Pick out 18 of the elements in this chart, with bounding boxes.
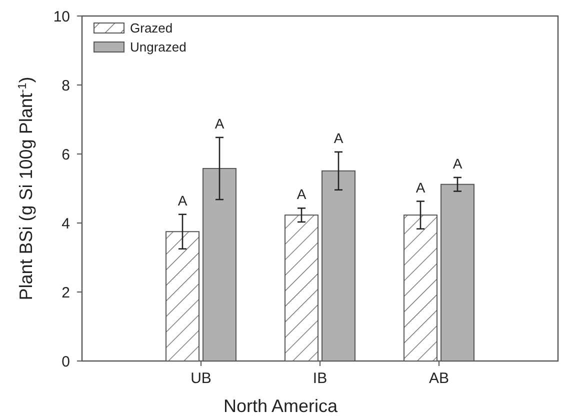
legend-label: Ungrazed xyxy=(130,40,186,55)
x-tick-label: IB xyxy=(312,370,328,387)
annotation: A xyxy=(452,155,463,172)
y-tick-label: 8 xyxy=(62,77,70,94)
y-tick-label: 0 xyxy=(62,353,70,370)
legend-label: Grazed xyxy=(130,20,173,36)
annotation: A xyxy=(214,115,225,132)
x-tick-label: UB xyxy=(190,370,212,387)
annotation: A xyxy=(334,130,344,146)
x-axis-title: North America xyxy=(223,396,339,416)
y-tick-label: 4 xyxy=(62,215,70,232)
y-tick-label: 6 xyxy=(62,146,70,164)
annotation: A xyxy=(416,179,426,196)
annotation: A xyxy=(178,192,188,208)
y-tick-label: 10 xyxy=(53,8,70,26)
annotation: A xyxy=(296,186,307,202)
y-tick-label: 2 xyxy=(62,284,70,302)
x-tick-label: AB xyxy=(428,370,450,387)
